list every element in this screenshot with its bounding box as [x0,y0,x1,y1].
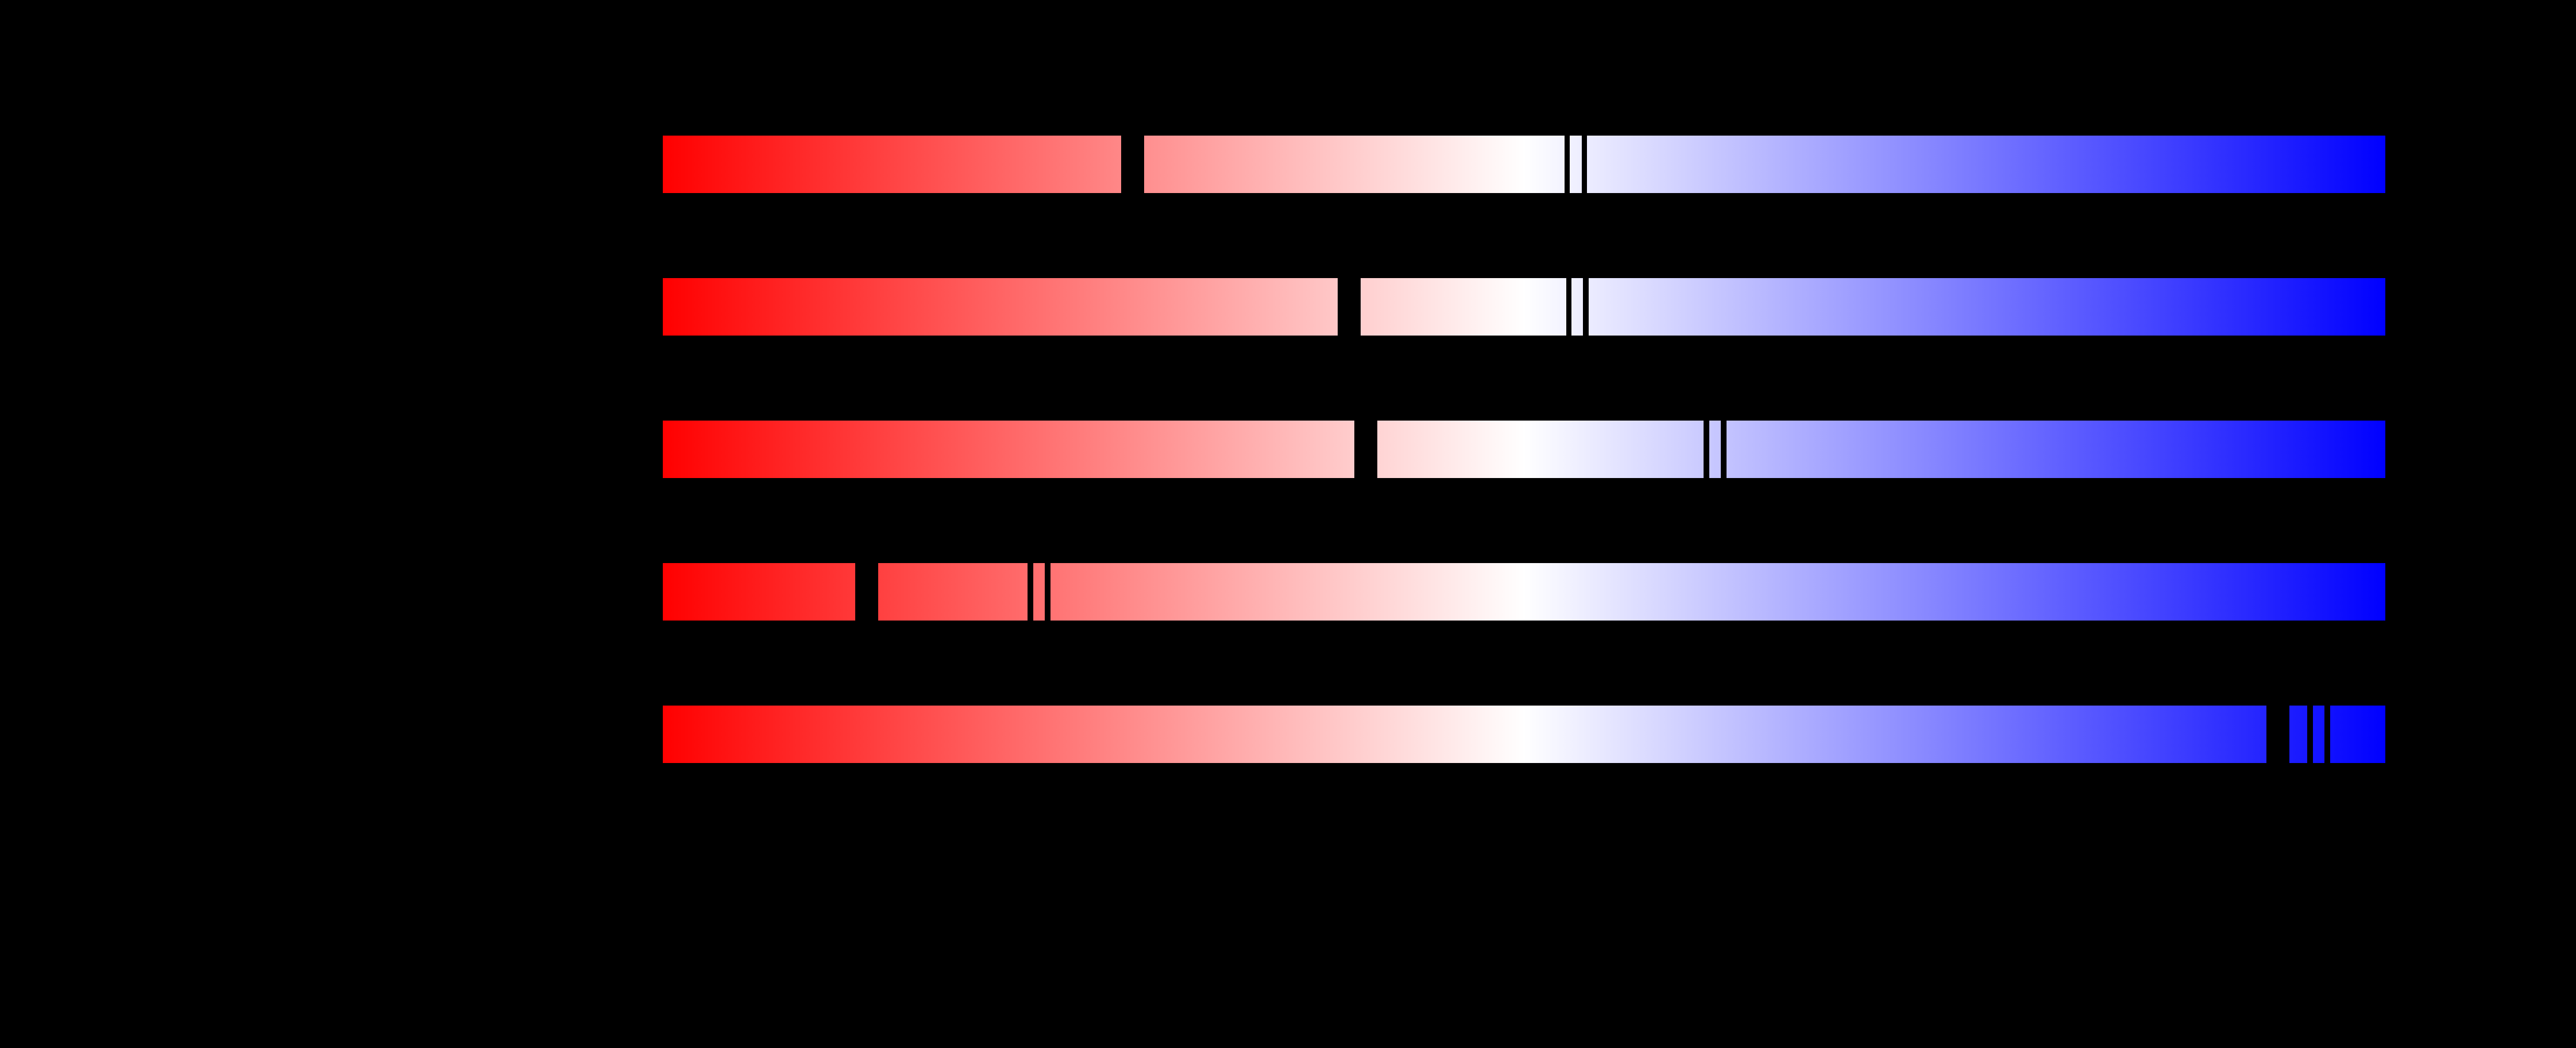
bar-gap-marker [1582,136,1587,193]
bar-gap-marker [1583,278,1589,336]
bar-gap-marker [855,563,878,621]
bar-gap-marker [1338,278,1361,336]
bar-gap-marker [2324,706,2330,763]
bar-gap-marker [1721,421,1727,478]
bar-gap-marker [1354,421,1377,478]
bar-gap-marker [1565,136,1570,193]
bar-gap-marker [1704,421,1709,478]
gradient-bar-2 [663,278,2385,336]
bar-gap-marker [1028,563,1033,621]
gradient-bar-3 [663,421,2385,478]
bar-gap-marker [2266,706,2289,763]
gradient-bar-4 [663,563,2385,621]
gradient-bar-1 [663,136,2385,193]
bar-gap-marker [1045,563,1051,621]
bar-gap-marker [1121,136,1144,193]
gradient-bar-5 [663,706,2385,763]
bar-gap-marker [2307,706,2313,763]
bar-gap-marker [1566,278,1571,336]
